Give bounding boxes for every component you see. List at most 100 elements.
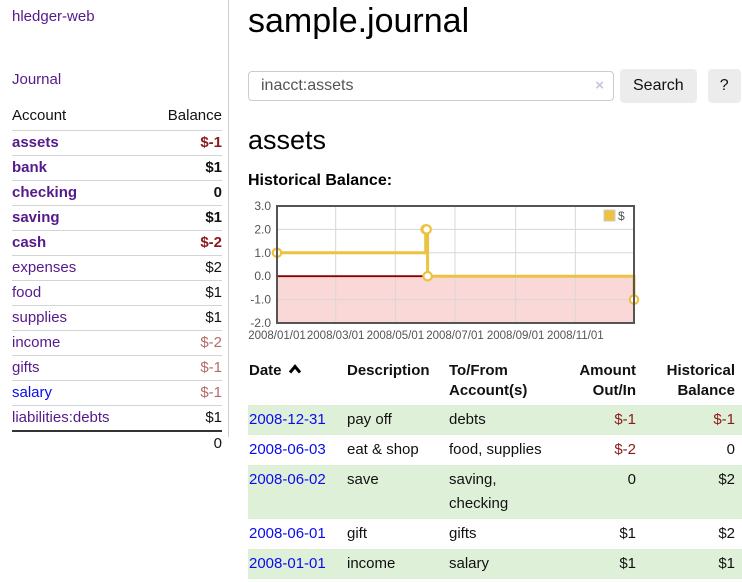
chart-data-point (421, 224, 432, 235)
account-balance: 0 (213, 184, 222, 201)
transaction-accounts: debts (449, 411, 486, 428)
transaction-description: gift (347, 525, 368, 542)
transaction-accounts: saving, checking (449, 471, 509, 512)
transaction-amount: $1 (619, 525, 636, 542)
register-header-description: Description (347, 362, 430, 379)
account-link-food[interactable]: food (12, 284, 42, 301)
account-link-salary[interactable]: salary (12, 384, 53, 401)
transaction-amount: $-2 (614, 441, 636, 458)
transaction-date-link[interactable]: 2008-01-01 (249, 555, 326, 572)
transaction-balance: 0 (726, 441, 735, 458)
chart-border (276, 205, 635, 324)
transaction-accounts: gifts (449, 525, 477, 542)
account-row: liabilities:debts $1 (12, 405, 222, 432)
chart-y-tick-label: 3.0 (254, 199, 271, 213)
chart-x-tick-label: 2008/01/01 (248, 330, 306, 342)
account-balance: $-1 (200, 359, 222, 376)
account-row: food $1 (12, 280, 222, 306)
transaction-accounts: salary (449, 555, 490, 572)
register-row: 2008-06-01 gift gifts $1 $2 (248, 519, 742, 549)
account-link-checking[interactable]: checking (12, 184, 78, 201)
register-row: 2008-12-31 pay off debts $-1 $-1 (248, 405, 742, 435)
account-link-assets[interactable]: assets (12, 134, 59, 151)
search-form: × Search ? (248, 69, 742, 103)
register-header-date[interactable]: Date (248, 358, 346, 405)
account-link-expenses[interactable]: expenses (12, 259, 77, 276)
transaction-accounts: food, supplies (449, 441, 542, 458)
clear-search-icon[interactable]: × (595, 77, 604, 94)
account-row: assets $-1 (12, 130, 222, 156)
account-link-income[interactable]: income (12, 334, 61, 351)
accounts-total-balance: 0 (213, 435, 222, 452)
account-row: supplies $1 (12, 305, 222, 331)
transaction-description: income (347, 555, 396, 572)
account-row: cash $-2 (12, 230, 222, 256)
chart-title: Historical Balance: (248, 172, 393, 189)
account-link-liabilities-debts[interactable]: liabilities:debts (12, 409, 110, 426)
transaction-amount: 0 (627, 471, 636, 488)
accounts-header-balance: Balance (167, 107, 222, 124)
chart-x-tick-label: 2008/07/01 (426, 330, 484, 342)
account-row: salary $-1 (12, 380, 222, 406)
account-balance: $1 (205, 309, 222, 326)
help-button[interactable]: ? (707, 69, 741, 103)
account-heading: assets (248, 125, 327, 155)
transaction-amount: $1 (619, 555, 636, 572)
account-balance: $-2 (200, 234, 222, 251)
account-row: saving $1 (12, 205, 222, 231)
chart-x-tick-label: 2008/03/01 (307, 330, 365, 342)
chart-legend-label: $ (618, 209, 625, 223)
account-row: expenses $2 (12, 255, 222, 281)
search-button[interactable]: Search (620, 69, 697, 103)
account-row: gifts $-1 (12, 355, 222, 381)
transaction-date-link[interactable]: 2008-06-03 (249, 441, 326, 458)
account-balance: $1 (205, 159, 222, 176)
chart-data-point (422, 270, 433, 282)
account-balance: $-2 (200, 334, 222, 351)
transaction-balance: $2 (718, 471, 735, 488)
accounts-header-row: Account Balance (12, 103, 222, 131)
account-balance: $-1 (200, 384, 222, 401)
sidebar-item-journal[interactable]: Journal (12, 71, 62, 88)
account-balance: $1 (205, 284, 222, 301)
search-input[interactable] (248, 71, 614, 101)
account-link-supplies[interactable]: supplies (12, 309, 68, 326)
search-box: × (248, 71, 614, 101)
account-row: bank $1 (12, 155, 222, 181)
register-header-balance: Historical Balance (666, 362, 735, 399)
transaction-description: save (347, 471, 379, 488)
transaction-date-link[interactable]: 2008-12-31 (249, 411, 326, 428)
account-row: checking 0 (12, 180, 222, 206)
register-row: 2008-06-03 eat & shop food, supplies $-2… (248, 435, 742, 465)
chart-y-tick-label: 2.0 (254, 222, 271, 236)
register-row: 2008-01-01 income salary $1 $1 (248, 549, 742, 579)
account-link-bank[interactable]: bank (12, 159, 48, 176)
sort-ascending-icon (288, 364, 301, 374)
sidebar: hledger-web Journal Account Balance asse… (0, 0, 229, 452)
transaction-date-link[interactable]: 2008-06-02 (249, 471, 326, 488)
accounts-header-account: Account (12, 107, 67, 124)
account-balance: $-1 (200, 134, 222, 151)
app-brand-link[interactable]: hledger-web (12, 8, 95, 25)
account-balance: $1 (205, 209, 222, 226)
register-header-amount: Amount Out/In (579, 362, 636, 399)
account-link-cash[interactable]: cash (12, 234, 47, 251)
accounts-total-row: 0 (12, 431, 222, 456)
chart-legend-swatch (603, 209, 616, 222)
transaction-balance: $2 (718, 525, 735, 542)
transaction-amount: $-1 (614, 411, 636, 428)
register-table: Date Description To/From Account(s) Amou… (248, 358, 742, 579)
chart-x-tick-label: 2008/09/01 (487, 330, 545, 342)
chart-y-tick-label: -2.0 (250, 316, 271, 330)
page-title: sample.journal (248, 2, 470, 40)
chart-y-tick-label: 0.0 (254, 269, 271, 283)
transaction-date-link[interactable]: 2008-06-01 (249, 525, 326, 542)
accounts-table: Account Balance assets $-1 bank $1 check… (12, 103, 222, 456)
register-header-account: To/From Account(s) (449, 362, 528, 399)
chart-x-tick-label: 2008/05/01 (367, 330, 425, 342)
transaction-balance: $1 (718, 555, 735, 572)
transaction-description: pay off (347, 411, 392, 428)
account-balance: $1 (205, 409, 222, 426)
account-link-gifts[interactable]: gifts (12, 359, 40, 376)
account-link-saving[interactable]: saving (12, 209, 60, 226)
